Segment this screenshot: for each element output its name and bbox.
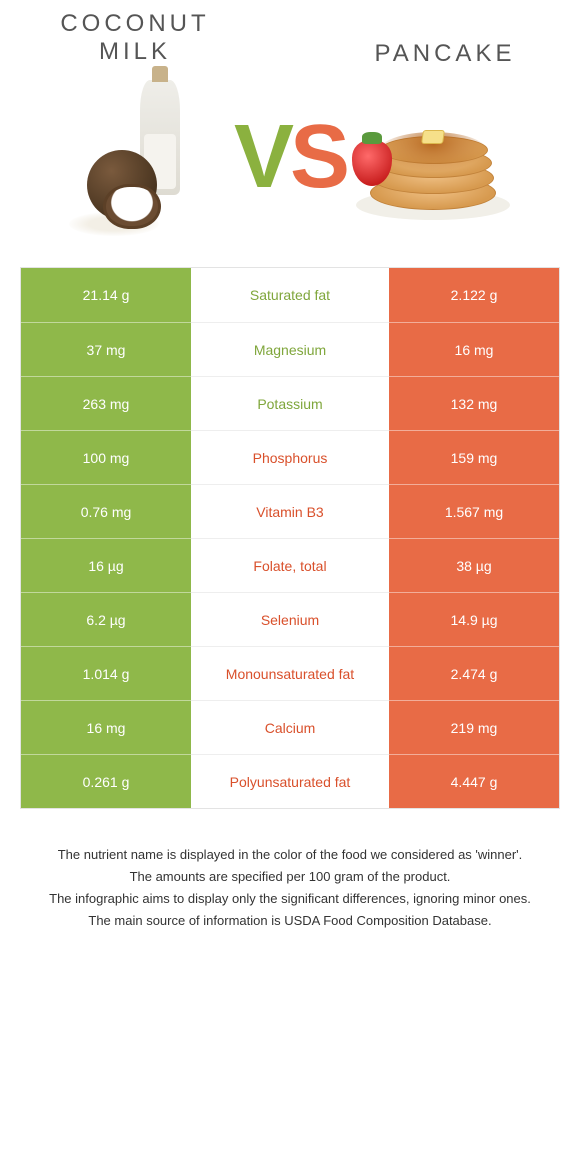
- left-value: 6.2 µg: [21, 592, 191, 646]
- table-row: 16 µgFolate, total38 µg: [21, 538, 559, 592]
- vs-v: V: [234, 107, 290, 207]
- nutrient-label: Folate, total: [191, 538, 389, 592]
- nutrient-label: Magnesium: [191, 322, 389, 376]
- table-row: 6.2 µgSelenium14.9 µg: [21, 592, 559, 646]
- table-row: 0.261 gPolyunsaturated fat4.447 g: [21, 754, 559, 808]
- nutrient-label: Calcium: [191, 700, 389, 754]
- vs-s: S: [290, 107, 346, 207]
- right-value: 16 mg: [389, 322, 559, 376]
- right-value: 132 mg: [389, 376, 559, 430]
- left-value: 263 mg: [21, 376, 191, 430]
- nutrient-label: Saturated fat: [191, 268, 389, 322]
- footnote-line: The nutrient name is displayed in the co…: [30, 845, 550, 865]
- title-left: COCONUTMILK: [60, 10, 210, 66]
- table-row: 0.76 mgVitamin B31.567 mg: [21, 484, 559, 538]
- right-value: 159 mg: [389, 430, 559, 484]
- nutrient-label: Phosphorus: [191, 430, 389, 484]
- nutrient-label: Monounsaturated fat: [191, 646, 389, 700]
- footnotes: The nutrient name is displayed in the co…: [30, 845, 550, 932]
- table-row: 21.14 gSaturated fat2.122 g: [21, 268, 559, 322]
- right-value: 38 µg: [389, 538, 559, 592]
- left-value: 16 mg: [21, 700, 191, 754]
- nutrient-label: Selenium: [191, 592, 389, 646]
- footnote-line: The amounts are specified per 100 gram o…: [30, 867, 550, 887]
- left-value: 100 mg: [21, 430, 191, 484]
- pancake-illustration: [350, 72, 515, 242]
- left-value: 37 mg: [21, 322, 191, 376]
- hero-row: VS: [0, 68, 580, 267]
- left-value: 0.76 mg: [21, 484, 191, 538]
- right-value: 1.567 mg: [389, 484, 559, 538]
- right-value: 4.447 g: [389, 754, 559, 808]
- table-row: 100 mgPhosphorus159 mg: [21, 430, 559, 484]
- header: COCONUTMILK PANCAKE: [0, 0, 580, 68]
- left-value: 21.14 g: [21, 268, 191, 322]
- footnote-line: The main source of information is USDA F…: [30, 911, 550, 931]
- right-value: 219 mg: [389, 700, 559, 754]
- left-value: 1.014 g: [21, 646, 191, 700]
- footnote-line: The infographic aims to display only the…: [30, 889, 550, 909]
- table-row: 263 mgPotassium132 mg: [21, 376, 559, 430]
- vs-label: VS: [234, 112, 346, 202]
- title-right: PANCAKE: [370, 10, 520, 68]
- right-value: 2.122 g: [389, 268, 559, 322]
- table-row: 16 mgCalcium219 mg: [21, 700, 559, 754]
- left-value: 16 µg: [21, 538, 191, 592]
- nutrient-label: Polyunsaturated fat: [191, 754, 389, 808]
- nutrient-label: Vitamin B3: [191, 484, 389, 538]
- right-value: 14.9 µg: [389, 592, 559, 646]
- nutrient-label: Potassium: [191, 376, 389, 430]
- table-row: 1.014 gMonounsaturated fat2.474 g: [21, 646, 559, 700]
- comparison-table: 21.14 gSaturated fat2.122 g37 mgMagnesiu…: [20, 267, 560, 809]
- right-value: 2.474 g: [389, 646, 559, 700]
- left-value: 0.261 g: [21, 754, 191, 808]
- coconut-milk-illustration: [65, 72, 230, 242]
- table-row: 37 mgMagnesium16 mg: [21, 322, 559, 376]
